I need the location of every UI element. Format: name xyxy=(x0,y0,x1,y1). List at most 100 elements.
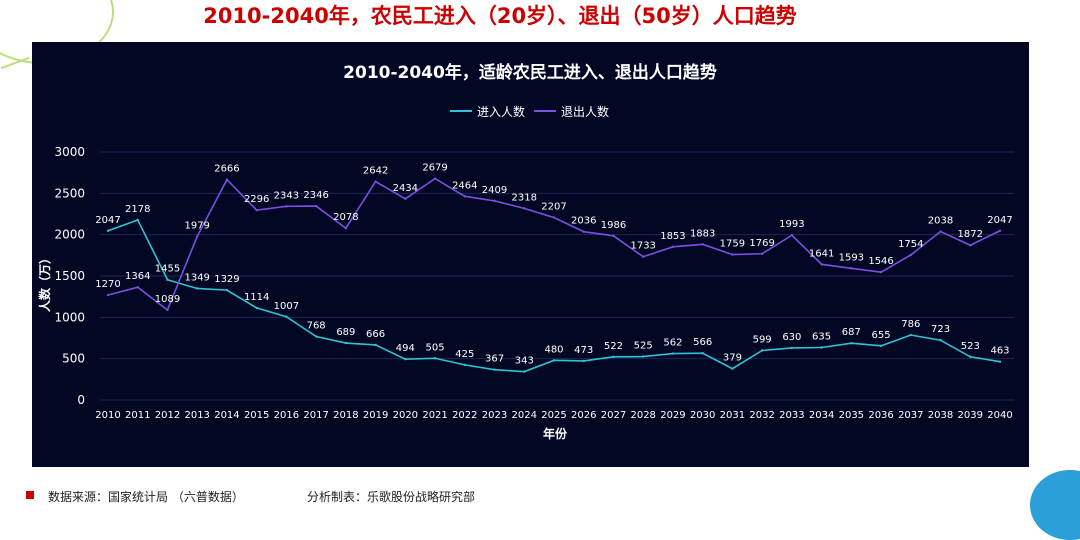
data-label: 2679 xyxy=(422,163,447,174)
data-point xyxy=(820,346,823,349)
legend: 进入人数 退出人数 xyxy=(450,104,609,119)
y-tick-label: 2000 xyxy=(54,228,85,242)
data-point xyxy=(255,306,258,310)
data-point xyxy=(879,344,883,348)
x-tick-label: 2022 xyxy=(452,410,477,421)
data-label: 1641 xyxy=(809,248,834,259)
series-lines xyxy=(106,177,1002,373)
data-label: 768 xyxy=(307,321,326,332)
data-label: 1759 xyxy=(720,239,745,250)
y-axis-ticks: 0 500 1000 1500 2000 2500 3000 xyxy=(54,145,85,407)
data-label: 786 xyxy=(901,319,920,330)
x-tick-label: 2032 xyxy=(749,410,774,421)
data-point xyxy=(225,288,229,292)
series-line-exiting xyxy=(107,177,1001,312)
x-tick-label: 2038 xyxy=(928,410,953,421)
footer-bullet xyxy=(26,491,34,499)
data-label: 2666 xyxy=(214,164,239,175)
data-label: 525 xyxy=(634,341,653,352)
data-point xyxy=(582,359,585,363)
data-label: 2178 xyxy=(125,204,150,215)
data-point xyxy=(701,243,704,246)
data-point xyxy=(463,195,466,198)
footer: 数据来源：国家统计局 （六普数据） 分析制表：乐歌股份战略研究部 xyxy=(0,486,1080,508)
data-labels: 2047 2178 1455 1349 1329 1114 1007 768 689 666 494… xyxy=(95,163,1012,367)
data-point xyxy=(909,333,912,337)
data-point xyxy=(106,229,110,232)
data-point xyxy=(344,341,348,345)
x-tick-label: 2033 xyxy=(779,410,804,421)
data-point xyxy=(374,180,377,183)
data-point xyxy=(285,205,288,208)
x-axis-title: 年份 xyxy=(543,426,568,441)
data-label: 1364 xyxy=(125,271,150,282)
chart-title: 2010-2040年，适龄农民工进入、退出人口趋势 xyxy=(343,62,717,83)
data-label: 1114 xyxy=(244,292,269,303)
x-tick-label: 2016 xyxy=(274,410,299,421)
x-tick-label: 2023 xyxy=(482,410,507,421)
data-label: 2047 xyxy=(987,215,1012,226)
x-tick-label: 2012 xyxy=(155,410,180,421)
data-point xyxy=(523,207,526,210)
data-label: 566 xyxy=(693,337,712,348)
data-label: 723 xyxy=(931,324,950,335)
data-point xyxy=(731,367,734,370)
data-point xyxy=(879,270,883,274)
data-label: 655 xyxy=(872,330,891,341)
x-tick-label: 2036 xyxy=(868,410,893,421)
data-label: 687 xyxy=(842,327,861,338)
data-label: 1769 xyxy=(749,238,774,249)
x-tick-label: 2010 xyxy=(95,410,120,421)
data-point xyxy=(790,234,794,237)
data-point xyxy=(196,235,199,238)
x-tick-label: 2039 xyxy=(958,410,983,421)
data-label: 1349 xyxy=(184,272,209,283)
data-label: 562 xyxy=(663,338,682,349)
x-tick-label: 2028 xyxy=(630,410,655,421)
data-point xyxy=(344,227,348,230)
data-point xyxy=(671,245,675,249)
x-tick-label: 2040 xyxy=(987,410,1012,421)
x-tick-label: 2025 xyxy=(541,410,566,421)
data-label: 480 xyxy=(544,344,563,355)
data-label: 2346 xyxy=(303,190,328,201)
data-label: 523 xyxy=(961,341,980,352)
y-axis-title: 人数（万） xyxy=(37,252,52,312)
data-label: 522 xyxy=(604,341,623,352)
line-chart: 2010-2040年，适龄农民工进入、退出人口趋势 进入人数 退出人数 0 500… xyxy=(37,62,1014,441)
x-tick-label: 2024 xyxy=(512,410,537,421)
grid xyxy=(100,151,1014,401)
data-point xyxy=(374,343,377,347)
data-label: 1733 xyxy=(630,241,655,252)
x-tick-label: 2020 xyxy=(393,410,418,421)
data-label: 2296 xyxy=(244,194,269,205)
data-label: 2464 xyxy=(452,180,477,191)
data-point xyxy=(850,267,853,270)
data-point xyxy=(939,230,942,233)
data-label: 2207 xyxy=(541,202,566,213)
data-point xyxy=(790,346,794,350)
data-point xyxy=(493,199,496,203)
data-label: 367 xyxy=(485,354,504,365)
data-point xyxy=(106,293,110,297)
data-point xyxy=(493,368,496,371)
data-point xyxy=(433,177,437,180)
data-point xyxy=(285,315,288,318)
data-label: 494 xyxy=(396,343,415,354)
x-tick-label: 2015 xyxy=(244,410,269,421)
data-label: 2409 xyxy=(482,185,507,196)
data-point xyxy=(850,342,853,345)
chart-panel: 2010-2040年，适龄农民工进入、退出人口趋势 进入人数 退出人数 0 500… xyxy=(32,42,1029,467)
data-point xyxy=(969,244,972,247)
data-point xyxy=(909,253,912,257)
data-point xyxy=(998,229,1002,232)
x-tick-label: 2037 xyxy=(898,410,923,421)
data-point xyxy=(998,360,1002,363)
data-point xyxy=(136,286,139,289)
data-point xyxy=(642,355,645,358)
data-point xyxy=(433,357,437,360)
data-label: 2047 xyxy=(95,215,120,226)
data-label: 2642 xyxy=(363,166,388,177)
data-label: 379 xyxy=(723,353,742,364)
data-label: 1872 xyxy=(958,229,983,240)
